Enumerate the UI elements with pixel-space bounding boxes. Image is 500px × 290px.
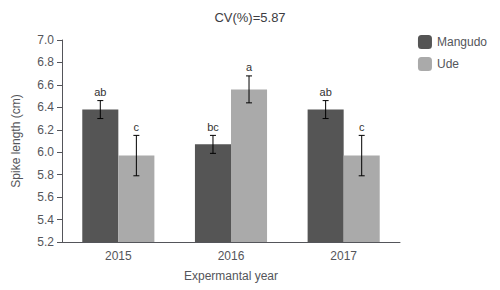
svg-text:5.4: 5.4	[37, 213, 54, 227]
svg-text:5.6: 5.6	[37, 190, 54, 204]
svg-text:Spike length (cm): Spike length (cm)	[9, 94, 23, 187]
svg-text:6.2: 6.2	[37, 123, 54, 137]
svg-text:2016: 2016	[218, 249, 245, 263]
svg-text:a: a	[246, 61, 253, 73]
svg-text:bc: bc	[207, 121, 219, 133]
svg-text:6.4: 6.4	[37, 100, 54, 114]
svg-text:2015: 2015	[105, 249, 132, 263]
svg-text:Ude: Ude	[437, 57, 459, 71]
svg-text:Expermantal year: Expermantal year	[184, 269, 278, 283]
svg-text:7.0: 7.0	[37, 33, 54, 47]
svg-text:5.8: 5.8	[37, 168, 54, 182]
svg-text:CV(%)=5.87: CV(%)=5.87	[214, 10, 285, 25]
svg-text:c: c	[134, 121, 140, 133]
svg-text:6.8: 6.8	[37, 55, 54, 69]
svg-text:2017: 2017	[330, 249, 357, 263]
svg-text:ab: ab	[94, 86, 106, 98]
svg-text:6.6: 6.6	[37, 78, 54, 92]
svg-text:ab: ab	[320, 86, 332, 98]
svg-text:6.0: 6.0	[37, 145, 54, 159]
svg-text:5.2: 5.2	[37, 235, 54, 249]
svg-text:c: c	[359, 121, 365, 133]
svg-text:Mangudo: Mangudo	[437, 35, 487, 49]
